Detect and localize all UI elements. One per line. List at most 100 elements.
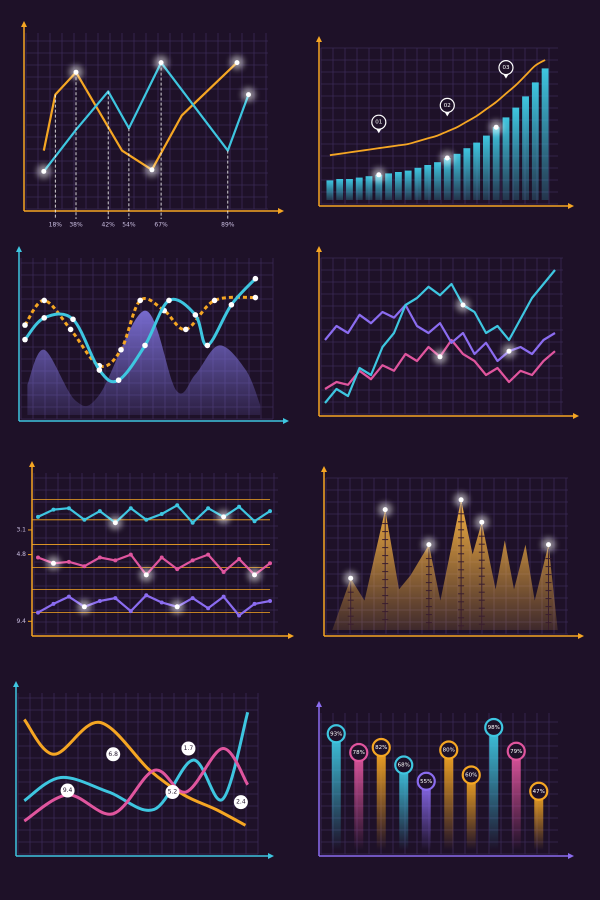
highlight-point — [50, 560, 56, 566]
line — [37, 504, 271, 524]
marker — [439, 97, 455, 114]
point — [128, 552, 133, 557]
point — [41, 297, 47, 304]
value-label: 78% — [353, 750, 365, 756]
point — [206, 552, 211, 557]
value-badge — [506, 741, 526, 761]
axis-arrow — [268, 853, 274, 859]
annotation-label: 54% — [122, 222, 136, 229]
point — [51, 601, 56, 606]
highlight-point — [348, 575, 354, 581]
point — [175, 503, 180, 508]
point — [82, 564, 87, 569]
line — [324, 269, 556, 404]
axis-arrow — [568, 203, 574, 209]
marker — [371, 114, 387, 130]
bar — [511, 751, 521, 850]
highlight-point — [546, 542, 551, 548]
highlight-point — [506, 348, 512, 354]
annotation-badge — [233, 795, 248, 810]
value-label: 55% — [420, 779, 432, 785]
bar — [531, 82, 539, 200]
chart-panel — [16, 246, 289, 424]
axis-arrow — [578, 633, 584, 639]
point — [144, 593, 149, 598]
annotation-badge — [60, 783, 75, 798]
annotation-badge — [165, 785, 180, 799]
annotation-label: 9.4 — [63, 787, 73, 794]
highlight-point — [444, 155, 450, 161]
value-label: 79% — [510, 749, 522, 755]
point — [183, 326, 189, 333]
point — [97, 555, 102, 560]
annotation-label: 42% — [102, 222, 116, 229]
highlight-point — [234, 60, 240, 66]
point — [97, 599, 102, 603]
point — [113, 596, 118, 601]
point — [252, 601, 257, 606]
point — [144, 517, 149, 522]
point — [252, 294, 259, 301]
y-tick-label: 4.8 — [16, 551, 26, 558]
marker — [498, 59, 514, 76]
point — [268, 509, 272, 514]
axis-arrow — [21, 21, 27, 27]
value-label: 98% — [488, 725, 500, 731]
highlight-point — [460, 302, 466, 308]
highlight-point — [41, 168, 47, 174]
value-badge — [461, 765, 481, 785]
highlight-point — [143, 572, 149, 578]
bar — [376, 747, 386, 850]
highlight-point — [479, 519, 485, 525]
annotation-label: 5.2 — [168, 789, 178, 796]
bar — [355, 177, 363, 200]
point — [252, 275, 259, 282]
point — [268, 561, 272, 566]
highlight-point — [376, 172, 382, 178]
bar — [331, 733, 341, 850]
bar — [444, 750, 454, 850]
value-badge — [439, 740, 459, 760]
axis-arrow — [316, 701, 322, 707]
chart-panel: 01 02 03 — [316, 36, 574, 209]
bar — [375, 174, 383, 200]
bar — [404, 170, 412, 200]
bar — [489, 727, 499, 850]
point — [137, 297, 143, 304]
bar — [336, 179, 344, 200]
point — [190, 596, 195, 601]
value-badge — [394, 755, 414, 775]
annotation-badge — [181, 741, 196, 756]
bar — [399, 765, 409, 850]
value-label: 93% — [330, 731, 342, 737]
point — [115, 377, 122, 384]
point — [128, 609, 133, 614]
chart-panel — [321, 466, 584, 639]
bar — [434, 162, 441, 200]
bar — [473, 142, 481, 200]
annotation-label: 18% — [49, 222, 63, 229]
point — [204, 342, 211, 349]
point — [67, 326, 74, 333]
annotation-label: 89% — [221, 222, 235, 229]
point — [221, 570, 226, 574]
point — [118, 346, 124, 353]
bar — [385, 173, 393, 200]
point — [159, 600, 164, 605]
marker-label: 01 — [375, 120, 382, 126]
point — [96, 367, 103, 373]
axis-arrow — [568, 853, 574, 859]
y-tick-label: 3.1 — [16, 526, 26, 533]
point — [237, 504, 242, 509]
annotation-label: 1.7 — [184, 745, 194, 752]
y-tick-label: 9.4 — [16, 618, 26, 625]
bar — [512, 107, 520, 200]
point — [113, 558, 118, 563]
highlight-point — [149, 167, 155, 173]
point — [66, 559, 71, 564]
annotation-label: 2.4 — [236, 799, 246, 806]
point — [97, 509, 102, 514]
bar — [365, 176, 373, 200]
value-label: 47% — [533, 789, 545, 795]
